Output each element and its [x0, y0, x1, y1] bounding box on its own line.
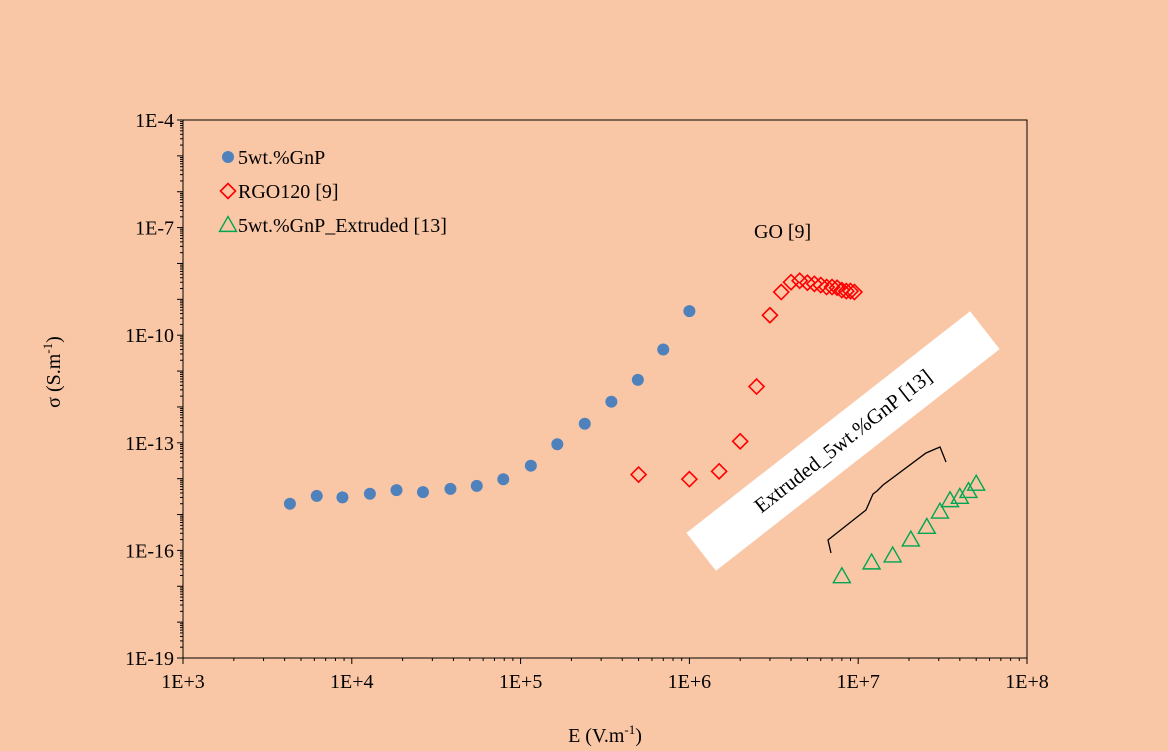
series-diamond [629, 272, 864, 488]
data-point [805, 275, 824, 293]
y-tick-label: 1E-13 [125, 433, 174, 455]
data-point [629, 465, 648, 484]
data-point [772, 283, 790, 301]
x-tick-label: 1E+3 [161, 671, 205, 693]
legend-label: 5wt.%GnP [238, 147, 325, 169]
data-point [817, 278, 836, 296]
legend-label: RGO120 [9] [238, 181, 339, 203]
data-point [336, 491, 349, 504]
x-tick-label: 1E+8 [1005, 671, 1049, 693]
x-tick-label: 1E+7 [836, 671, 880, 693]
data-point [845, 283, 864, 301]
x-tick-label: 1E+4 [330, 671, 374, 693]
data-point [497, 473, 510, 486]
y-tick-label: 1E-16 [125, 540, 174, 562]
legend-label: 5wt.%GnP_Extruded [13] [238, 215, 447, 237]
data-point [680, 470, 699, 488]
data-point [747, 377, 766, 396]
legend-marker [218, 215, 238, 233]
x-tick-label: 1E+5 [499, 671, 543, 693]
data-point [917, 517, 937, 535]
data-point [710, 462, 728, 480]
curly-brace [827, 446, 947, 554]
extruded-callout-box [686, 311, 1000, 571]
data-point [524, 459, 537, 472]
y-axis-label: σ (S.m-1) [40, 336, 65, 408]
data-point [861, 552, 882, 570]
y-tick-label: 1E-4 [135, 110, 174, 132]
data-point [901, 529, 921, 547]
data-point [823, 278, 841, 296]
data-point [966, 473, 986, 491]
data-point [605, 395, 618, 408]
data-point [363, 487, 376, 500]
data-point [731, 432, 749, 450]
axes: 1E+3 1E+4 1E+5 1E+6 1E+7 1E+8 1E-19 1E-16 1E-13 1… [125, 110, 1049, 693]
legend-item: 5wt.%GnP [222, 147, 325, 169]
go-annotation: GO [9] [754, 221, 811, 243]
series-triangle [832, 473, 986, 584]
data-point [798, 274, 817, 292]
data-point [841, 282, 860, 300]
data-point [882, 545, 903, 563]
legend: 5wt.%GnP RGO120 [9] 5wt.%GnP_Extruded [13] [218, 147, 447, 237]
data-point [551, 438, 564, 451]
data-marks [283, 272, 986, 584]
data-point [470, 479, 483, 492]
legend-item: 5wt.%GnP_Extruded [13] [218, 215, 447, 237]
data-point [283, 497, 296, 510]
y-tick-label: 1E-19 [125, 648, 174, 670]
data-point [828, 279, 846, 297]
plot-area-frame [182, 119, 1028, 659]
legend-marker [219, 182, 237, 200]
data-point [578, 417, 591, 430]
data-point [390, 484, 403, 497]
data-point [683, 305, 696, 318]
data-point [444, 482, 457, 495]
legend-item: RGO120 [9] [219, 181, 339, 203]
data-point [832, 566, 852, 584]
legend-marker [222, 151, 234, 163]
x-axis-label: E (V.m-1) [568, 722, 642, 747]
x-tick-label: 1E+6 [668, 671, 712, 693]
data-point [657, 343, 670, 356]
data-point [310, 489, 323, 502]
data-point [782, 273, 800, 291]
y-tick-label: 1E-7 [135, 218, 174, 240]
data-point [416, 486, 429, 499]
series-circle [283, 305, 696, 510]
y-tick-label: 1E-10 [125, 325, 174, 347]
data-point [930, 501, 950, 519]
data-point [631, 373, 644, 386]
data-point [761, 306, 779, 324]
data-point [950, 486, 970, 504]
data-point [812, 276, 830, 294]
